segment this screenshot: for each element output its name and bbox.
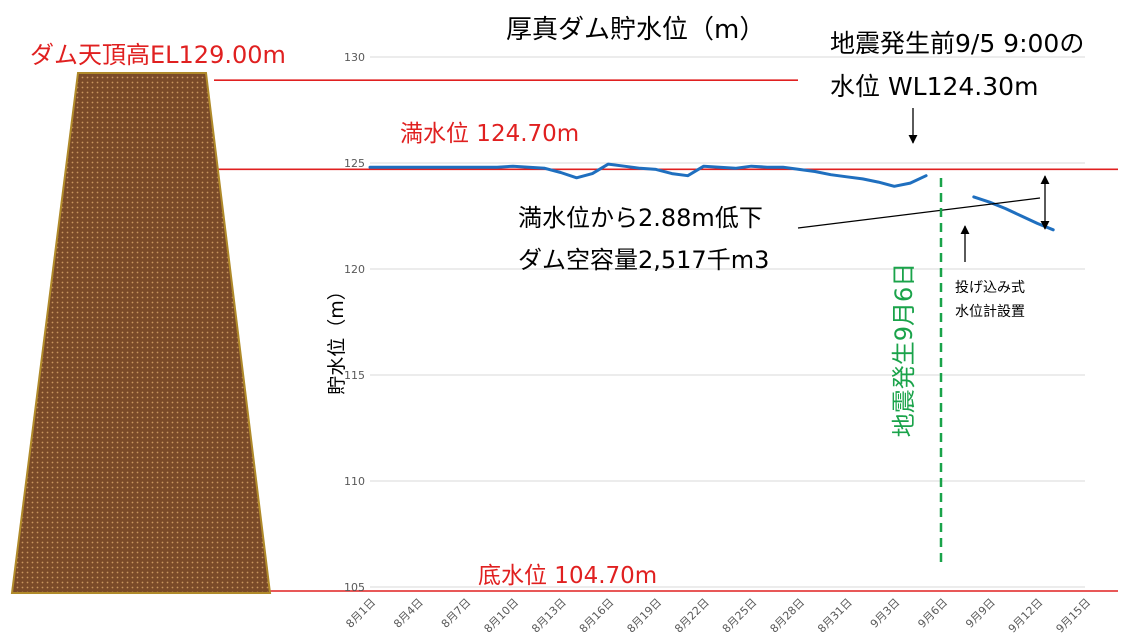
x-tick-label: 9月15日 <box>1054 596 1094 636</box>
pre-quake-label-line1: 地震発生前9/5 9:00の <box>830 29 1084 58</box>
full-level-label: 満水位 124.70m <box>400 121 579 147</box>
gauge-label-line1: 投げ込み式 <box>955 280 1025 296</box>
earthquake-label: 地震発生9月6日 <box>890 263 918 438</box>
x-tick-label: 9月9日 <box>963 596 998 631</box>
chart-title: 厚真ダム貯水位（m） <box>506 15 765 45</box>
drop-connector-line <box>797 197 1041 229</box>
dam-crest-label: ダム天頂高EL129.00m <box>30 41 286 69</box>
x-tick-label: 8月19日 <box>625 596 665 636</box>
gauge-label-line2: 水位計設置 <box>955 304 1025 320</box>
x-tick-label: 8月31日 <box>815 596 855 636</box>
drop-label-line2: ダム空容量2,517千m3 <box>518 246 769 274</box>
x-tick-labels: 8月1日 8月4日 8月7日 8月10日 8月13日 8月16日 8月19日 8月22日 8月2… <box>343 596 1093 636</box>
x-tick-label: 9月6日 <box>915 596 950 631</box>
x-tick-label: 8月13日 <box>529 596 569 636</box>
y-tick-label: 130 <box>344 51 365 64</box>
x-tick-label: 8月28日 <box>768 596 808 636</box>
x-tick-label: 8月25日 <box>720 596 760 636</box>
grid-lines <box>370 56 1085 588</box>
x-tick-label: 8月7日 <box>439 596 474 631</box>
x-tick-label: 8月22日 <box>672 596 712 636</box>
y-tick-label: 115 <box>344 369 365 382</box>
x-tick-label: 8月10日 <box>482 596 522 636</box>
x-tick-label: 8月16日 <box>577 596 617 636</box>
x-tick-label: 9月3日 <box>868 596 903 631</box>
x-tick-label: 8月4日 <box>391 596 426 631</box>
series-lines <box>368 162 1055 232</box>
dam-body <box>10 72 272 594</box>
series-line-before <box>368 162 928 188</box>
bottom-level-label: 底水位 104.70m <box>478 563 657 589</box>
series-line-after <box>972 195 1055 232</box>
y-tick-label: 110 <box>344 475 365 488</box>
x-tick-label: 8月1日 <box>343 596 378 631</box>
y-tick-label: 105 <box>344 581 365 594</box>
reference-lines <box>214 79 1118 592</box>
y-tick-labels: 105 110 115 120 125 130 <box>344 51 365 594</box>
y-tick-label: 125 <box>344 157 365 170</box>
x-tick-label: 9月12日 <box>1006 596 1046 636</box>
y-tick-label: 120 <box>344 263 365 276</box>
y-axis-label: 貯水位（m） <box>326 281 348 395</box>
drop-label-line1: 満水位から2.88m低下 <box>518 204 763 232</box>
pre-quake-label-line2: 水位 WL124.30m <box>830 72 1038 101</box>
